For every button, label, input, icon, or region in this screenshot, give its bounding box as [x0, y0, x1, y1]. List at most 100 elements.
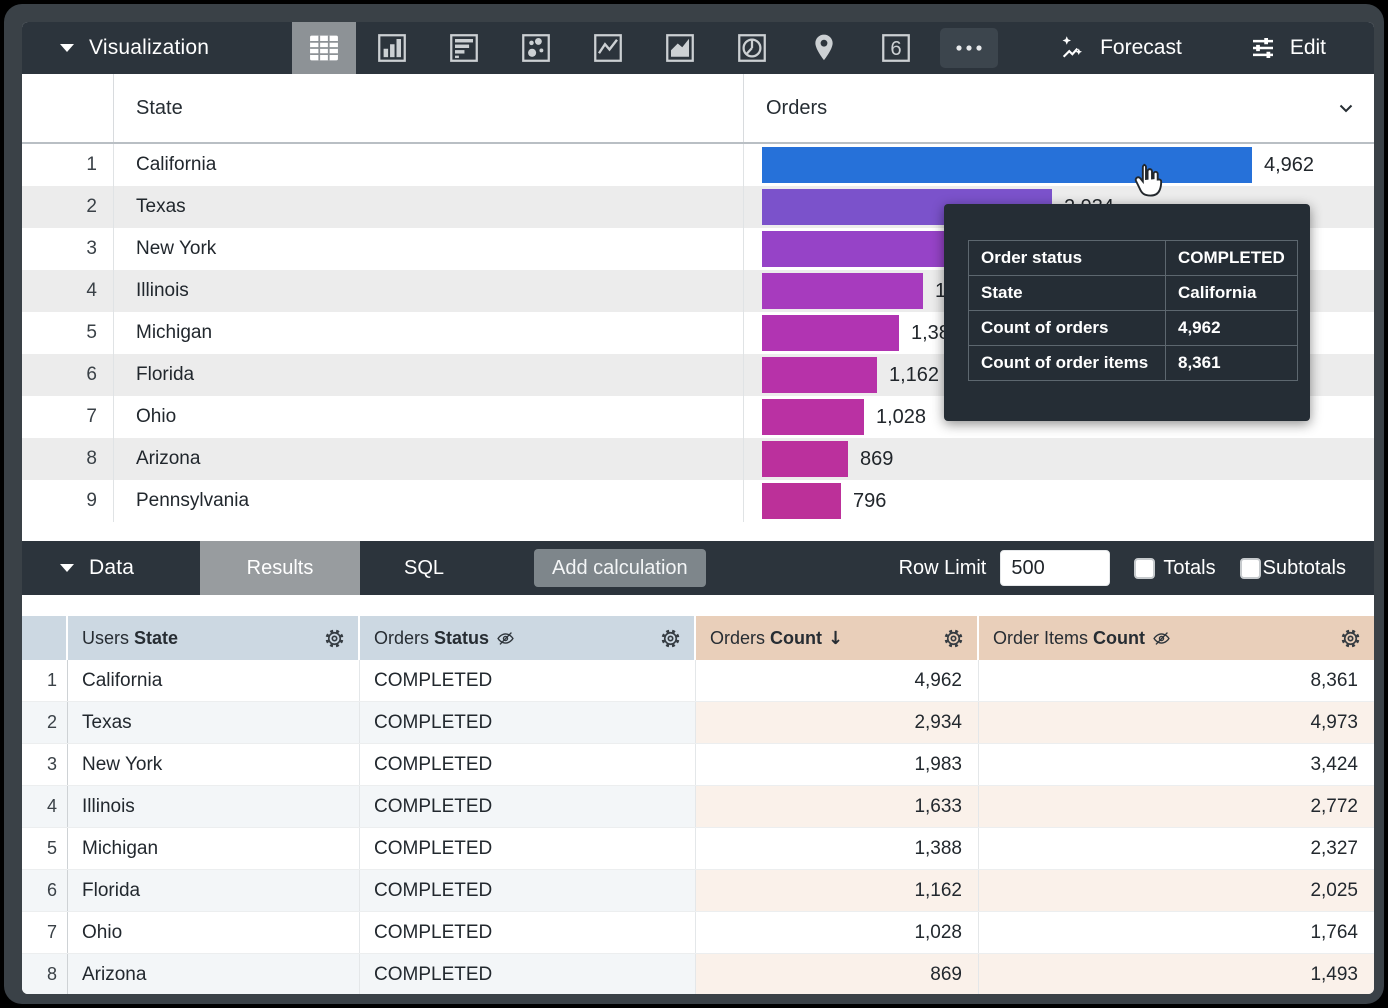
viz-row-number: 1 — [22, 144, 114, 186]
row-number-cell: 8 — [22, 954, 68, 994]
more-chart-types-button[interactable] — [940, 28, 998, 68]
viz-bar-cell: 1,162 — [744, 354, 1374, 396]
orders-bar[interactable] — [762, 315, 899, 351]
chart-type-pie-button[interactable] — [716, 22, 788, 74]
state-cell: Arizona — [68, 954, 360, 994]
orders-count-cell: 869 — [696, 954, 979, 994]
tab-sql[interactable]: SQL — [360, 557, 488, 580]
chart-type-map-button[interactable] — [788, 22, 860, 74]
viz-state-cell: Illinois — [114, 270, 744, 312]
bar-value-label: 4,962 — [1264, 153, 1315, 176]
viz-row-number: 3 — [22, 228, 114, 270]
viz-header-row: State Orders — [22, 74, 1374, 144]
chevron-down-icon[interactable] — [1334, 96, 1358, 120]
chart-type-line-button[interactable] — [572, 22, 644, 74]
gear-icon[interactable] — [659, 627, 682, 650]
viz-state-column-header[interactable]: State — [114, 74, 744, 142]
header-field: Count — [1093, 627, 1146, 648]
orders-count-cell: 1,028 — [696, 912, 979, 953]
row-limit-label: Row Limit — [898, 556, 987, 579]
totals-label: Totals — [1163, 556, 1216, 579]
mouse-cursor-pointer — [1130, 162, 1168, 205]
column-chart-icon — [378, 34, 406, 62]
add-calculation-label: Add calculation — [552, 556, 688, 579]
orders-bar[interactable] — [762, 483, 841, 519]
sort-descending-icon[interactable]: ↓ — [828, 627, 844, 649]
chart-type-area-button[interactable] — [644, 22, 716, 74]
viz-bar-cell: 796 — [744, 480, 1374, 522]
tab-results[interactable]: Results — [200, 541, 360, 595]
orders-bar[interactable] — [762, 231, 958, 267]
totals-checkbox[interactable] — [1134, 557, 1156, 579]
forecast-button[interactable]: Forecast — [1058, 33, 1182, 63]
row-number-cell: 1 — [22, 660, 68, 701]
subtotals-toggle[interactable]: Subtotals — [1239, 557, 1346, 580]
viz-state-cell: New York — [114, 228, 744, 270]
orders-bar[interactable] — [762, 399, 864, 435]
order-items-count-cell: 2,772 — [979, 786, 1374, 827]
hidden-from-visualization-icon — [1152, 629, 1171, 648]
tooltip-row: State California — [968, 275, 1298, 311]
column-header-orders-count[interactable]: Orders Count ↓ — [696, 616, 979, 660]
orders-count-cell: 1,633 — [696, 786, 979, 827]
orders-bar[interactable] — [762, 441, 848, 477]
table-icon — [310, 35, 338, 61]
totals-toggle[interactable]: Totals — [1134, 556, 1216, 580]
status-cell: COMPLETED — [360, 744, 696, 785]
orders-count-cell: 1,388 — [696, 828, 979, 869]
edit-settings-icon — [1252, 38, 1273, 58]
chart-type-column-button[interactable] — [356, 22, 428, 74]
tooltip-value: COMPLETED — [1165, 240, 1298, 276]
chart-type-table-button[interactable] — [292, 22, 356, 74]
viz-orders-column-header[interactable]: Orders — [744, 74, 1374, 142]
pie-chart-icon — [738, 34, 766, 62]
viz-bar-cell: 1,028 — [744, 396, 1374, 438]
header-prefix: Orders — [374, 627, 435, 648]
data-title: Data — [89, 556, 135, 579]
single-value-icon: 6 — [882, 34, 910, 62]
gear-icon[interactable] — [1339, 627, 1362, 650]
orders-bar[interactable] — [762, 357, 877, 393]
status-cell: COMPLETED — [360, 954, 696, 994]
table-row: 4 Illinois COMPLETED 1,633 2,772 — [22, 786, 1374, 828]
column-header-order-items-count[interactable]: Order Items Count — [979, 616, 1374, 660]
header-field: State — [134, 627, 179, 648]
state-cell: Ohio — [68, 912, 360, 953]
column-header-users-state[interactable]: Users State — [68, 616, 360, 660]
chart-type-bar-button[interactable] — [428, 22, 500, 74]
add-calculation-button[interactable]: Add calculation — [534, 549, 706, 587]
status-cell: COMPLETED — [360, 702, 696, 743]
viz-bar-cell: 869 — [744, 438, 1374, 480]
viz-row-number: 2 — [22, 186, 114, 228]
visualization-section-toggle[interactable]: Visualization — [22, 36, 292, 60]
gear-icon[interactable] — [942, 627, 965, 650]
viz-state-cell: California — [114, 144, 744, 186]
column-header-orders-status[interactable]: Orders Status — [360, 616, 696, 660]
header-field: Status — [434, 627, 490, 648]
bar-value-label: 1,028 — [876, 405, 927, 428]
row-limit-input[interactable] — [1000, 550, 1111, 586]
viz-row-number: 7 — [22, 396, 114, 438]
chart-type-single-value-button[interactable]: 6 — [860, 22, 932, 74]
tooltip-value: 8,361 — [1165, 345, 1298, 381]
bar-value-label: 869 — [860, 447, 894, 470]
viz-state-cell: Florida — [114, 354, 744, 396]
line-chart-icon — [594, 34, 622, 62]
state-header-label: State — [136, 96, 183, 119]
gear-icon[interactable] — [323, 627, 346, 650]
order-items-count-cell: 2,025 — [979, 870, 1374, 911]
orders-bar[interactable] — [762, 273, 923, 309]
svg-text:6: 6 — [890, 38, 901, 60]
row-number-cell: 7 — [22, 912, 68, 953]
orders-bar[interactable] — [762, 147, 1252, 183]
orders-count-cell: 4,962 — [696, 660, 979, 701]
chart-type-scatter-button[interactable] — [500, 22, 572, 74]
state-cell: Michigan — [68, 828, 360, 869]
header-prefix: Order Items — [993, 627, 1094, 648]
tooltip-label: Count of orders — [968, 310, 1166, 346]
data-section-toggle[interactable]: Data — [22, 556, 200, 580]
visualization-toolbar: Visualization — [22, 22, 1374, 74]
state-cell: New York — [68, 744, 360, 785]
subtotals-checkbox[interactable] — [1239, 557, 1261, 579]
edit-button[interactable]: Edit — [1248, 33, 1326, 63]
